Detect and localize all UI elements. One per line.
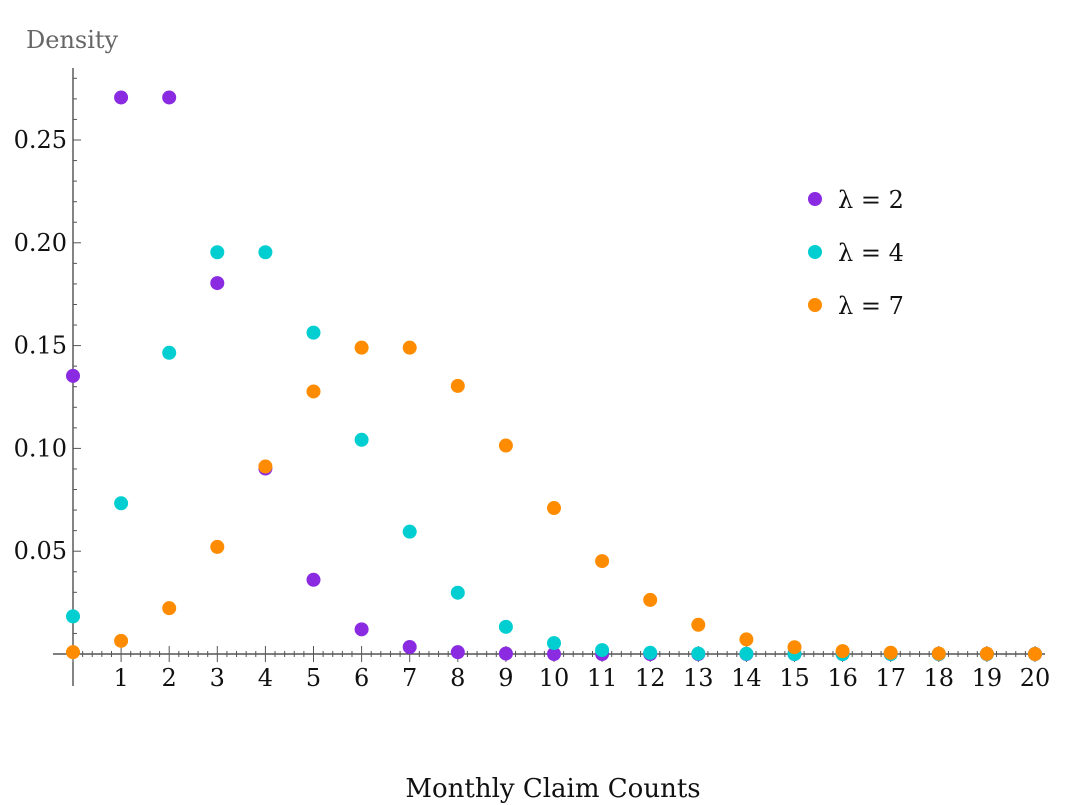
data-point	[402, 640, 417, 655]
x-tick-label: 11	[587, 664, 618, 692]
x-tick-label: 5	[306, 664, 321, 692]
x-tick-label: 17	[875, 664, 906, 692]
data-point	[210, 245, 225, 260]
data-point	[114, 496, 129, 511]
data-point	[547, 647, 561, 661]
data-point	[643, 645, 658, 660]
data-point	[402, 524, 417, 539]
data-point	[931, 646, 946, 661]
y-tick-label: 0.05	[14, 537, 67, 565]
x-tick-label: 13	[683, 664, 714, 692]
data-point	[354, 340, 369, 355]
series-1	[66, 90, 1042, 661]
data-point	[354, 432, 369, 447]
data-point	[306, 384, 321, 399]
data-point	[258, 245, 273, 260]
data-point	[498, 646, 513, 661]
data-point	[258, 459, 273, 474]
series-3	[66, 340, 1042, 661]
data-point	[691, 617, 706, 632]
data-point	[162, 345, 177, 360]
data-point	[210, 539, 225, 554]
x-tick-label: 10	[539, 664, 570, 692]
x-tick-label: 18	[924, 664, 955, 692]
x-tick-label: 8	[450, 664, 465, 692]
data-point	[66, 368, 80, 383]
data-point	[66, 645, 80, 660]
legend-marker	[808, 192, 822, 206]
y-tick-label: 0.25	[14, 126, 67, 154]
data-point	[979, 646, 994, 661]
data-point	[306, 572, 321, 587]
legend-label: λ = 4	[838, 239, 904, 267]
data-point	[450, 378, 465, 393]
x-tick-label: 6	[354, 664, 369, 692]
data-point	[450, 585, 465, 600]
x-tick-label: 14	[731, 664, 762, 692]
data-point	[402, 340, 417, 355]
data-point	[66, 609, 80, 624]
y-axis-label: Density	[26, 26, 119, 54]
data-point	[162, 90, 177, 105]
legend: λ = 2 λ = 4 λ = 7	[808, 186, 904, 320]
legend-marker	[808, 298, 822, 312]
data-point	[787, 640, 802, 655]
data-point	[883, 645, 898, 660]
y-tick-label: 0.10	[14, 434, 67, 462]
data-point	[162, 601, 177, 616]
axes	[53, 68, 1045, 686]
data-point	[547, 636, 561, 651]
legend-label: λ = 7	[838, 292, 904, 320]
data-point	[835, 644, 850, 659]
x-tick-label: 1	[113, 664, 128, 692]
x-tick-label: 12	[635, 664, 666, 692]
data-point	[498, 619, 513, 634]
legend-marker	[808, 245, 822, 259]
data-points	[66, 90, 1042, 661]
x-tick-label: 3	[210, 664, 225, 692]
data-point	[739, 632, 754, 647]
data-point	[306, 325, 321, 340]
data-point	[643, 592, 658, 607]
data-point	[739, 646, 754, 661]
data-point	[595, 554, 610, 569]
data-point	[498, 438, 513, 453]
x-tick-label: 9	[498, 664, 513, 692]
x-axis-ticks: 1 2 3 4 5 6 7 8 9 10 11 12 13 14 15 16 17 18 19 20	[72, 646, 1051, 692]
x-axis-label: Monthly Claim Counts	[405, 774, 700, 804]
data-point	[691, 646, 706, 661]
y-tick-label: 0.20	[14, 229, 67, 257]
data-point	[114, 633, 129, 648]
x-tick-label: 7	[402, 664, 417, 692]
data-point	[450, 645, 465, 660]
data-point	[210, 276, 225, 291]
data-point	[547, 501, 561, 516]
y-axis-ticks: 0.05 0.10 0.15 0.20 0.25	[14, 77, 81, 634]
x-tick-label: 16	[827, 664, 858, 692]
y-tick-label: 0.15	[14, 332, 67, 360]
x-tick-label: 20	[1020, 664, 1051, 692]
x-tick-label: 15	[779, 664, 810, 692]
data-point	[1028, 647, 1042, 661]
x-tick-label: 4	[258, 664, 273, 692]
data-point	[354, 622, 369, 637]
data-point	[595, 643, 610, 658]
x-tick-label: 2	[162, 664, 177, 692]
x-tick-label: 19	[972, 664, 1003, 692]
legend-label: λ = 2	[838, 186, 904, 214]
data-point	[114, 90, 129, 105]
